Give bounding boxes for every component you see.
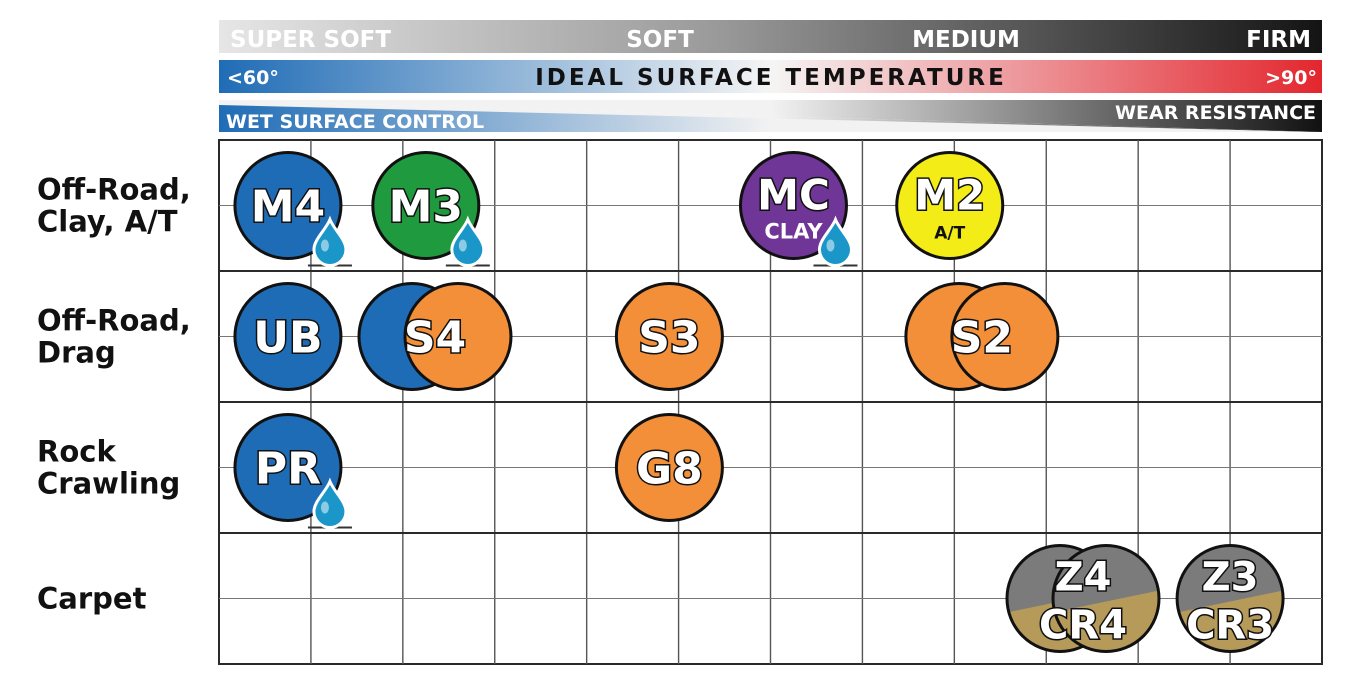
temperature-low-label: <60° bbox=[227, 67, 279, 89]
compound-name: M3 bbox=[389, 182, 463, 233]
compound-badge-ub: UB bbox=[233, 282, 343, 391]
row-label: Drag bbox=[37, 336, 116, 370]
compound-circle bbox=[895, 151, 1005, 260]
compound-name: S3 bbox=[638, 313, 700, 364]
wet-surface-label: WET SURFACE CONTROL bbox=[226, 111, 484, 133]
water-drop-highlight bbox=[320, 239, 329, 252]
compound-badge-g8: G8 bbox=[614, 413, 724, 522]
compound-sub-label: A/T bbox=[934, 224, 965, 244]
water-drop-highlight bbox=[320, 501, 329, 514]
compound-badge-s4: S4 bbox=[357, 282, 513, 391]
compound-sub-name: CR3 bbox=[1186, 603, 1274, 649]
compound-name: PR bbox=[255, 444, 321, 495]
compound-name: S4 bbox=[404, 313, 466, 364]
compound-name: M2 bbox=[914, 171, 985, 220]
water-drop-highlight bbox=[458, 239, 467, 252]
compound-circle bbox=[1052, 545, 1159, 652]
row-label: Off-Road, bbox=[37, 173, 191, 207]
compound-badge-s3: S3 bbox=[614, 282, 724, 391]
compound-name: Z3 bbox=[1202, 555, 1259, 601]
water-drop-icon bbox=[817, 215, 853, 267]
hardness-label-soft: SOFT bbox=[626, 27, 694, 53]
water-drop-icon bbox=[312, 215, 348, 267]
hardness-label-firm: FIRM bbox=[1246, 27, 1311, 53]
compound-name: Z4 bbox=[1055, 555, 1112, 601]
row-label: Crawling bbox=[37, 467, 180, 501]
row-label: Rock bbox=[37, 435, 116, 469]
row-label: Clay, A/T bbox=[37, 205, 178, 239]
compound-badge-m3: M3 bbox=[371, 151, 490, 267]
hardness-label-medium: MEDIUM bbox=[912, 27, 1020, 53]
row-label: Carpet bbox=[37, 582, 147, 616]
compound-name: S2 bbox=[951, 313, 1013, 364]
compound-circle bbox=[614, 282, 724, 391]
water-drop-highlight bbox=[826, 239, 835, 252]
row-label: Off-Road, bbox=[37, 304, 191, 338]
compound-circle bbox=[614, 413, 724, 522]
temperature-title: IDEAL SURFACE TEMPERATURE bbox=[535, 65, 1007, 91]
compound-name: UB bbox=[253, 313, 322, 364]
hardness-label-super-soft: SUPER SOFT bbox=[230, 27, 391, 53]
compound-circle bbox=[233, 413, 343, 522]
compound-circle bbox=[371, 151, 481, 260]
compound-name: MC bbox=[757, 171, 830, 220]
compound-circle bbox=[233, 151, 343, 260]
row-labels: Off-Road,Clay, A/TOff-Road,DragRockCrawl… bbox=[37, 173, 191, 616]
temperature-high-label: >90° bbox=[1265, 67, 1317, 89]
compound-sub-name: CR4 bbox=[1039, 603, 1127, 649]
water-drop-icon bbox=[312, 477, 348, 529]
wet-wear-bar: WET SURFACE CONTROL WEAR RESISTANCE bbox=[219, 100, 1322, 133]
compound-circle bbox=[950, 282, 1060, 391]
compound-circle bbox=[1177, 545, 1284, 652]
compound-badge-m2: M2 A/T bbox=[895, 151, 1005, 260]
compound-name: G8 bbox=[636, 444, 703, 495]
compound-circle bbox=[233, 282, 343, 391]
compound-name: M4 bbox=[251, 182, 325, 233]
hardness-bar: SUPER SOFT SOFT MEDIUM FIRM bbox=[219, 20, 1322, 53]
temperature-bar: <60° IDEAL SURFACE TEMPERATURE >90° bbox=[219, 60, 1322, 93]
compound-badge-m4: M4 bbox=[233, 151, 352, 267]
compound-badge-s2: S2 bbox=[904, 282, 1060, 391]
compound-circle bbox=[403, 282, 513, 391]
compound-circle bbox=[738, 151, 848, 260]
wear-resistance-label: WEAR RESISTANCE bbox=[1115, 102, 1316, 124]
water-drop-icon bbox=[450, 215, 486, 267]
compound-badge-pr: PR bbox=[233, 413, 352, 529]
compound-sub-label: CLAY bbox=[764, 220, 823, 244]
